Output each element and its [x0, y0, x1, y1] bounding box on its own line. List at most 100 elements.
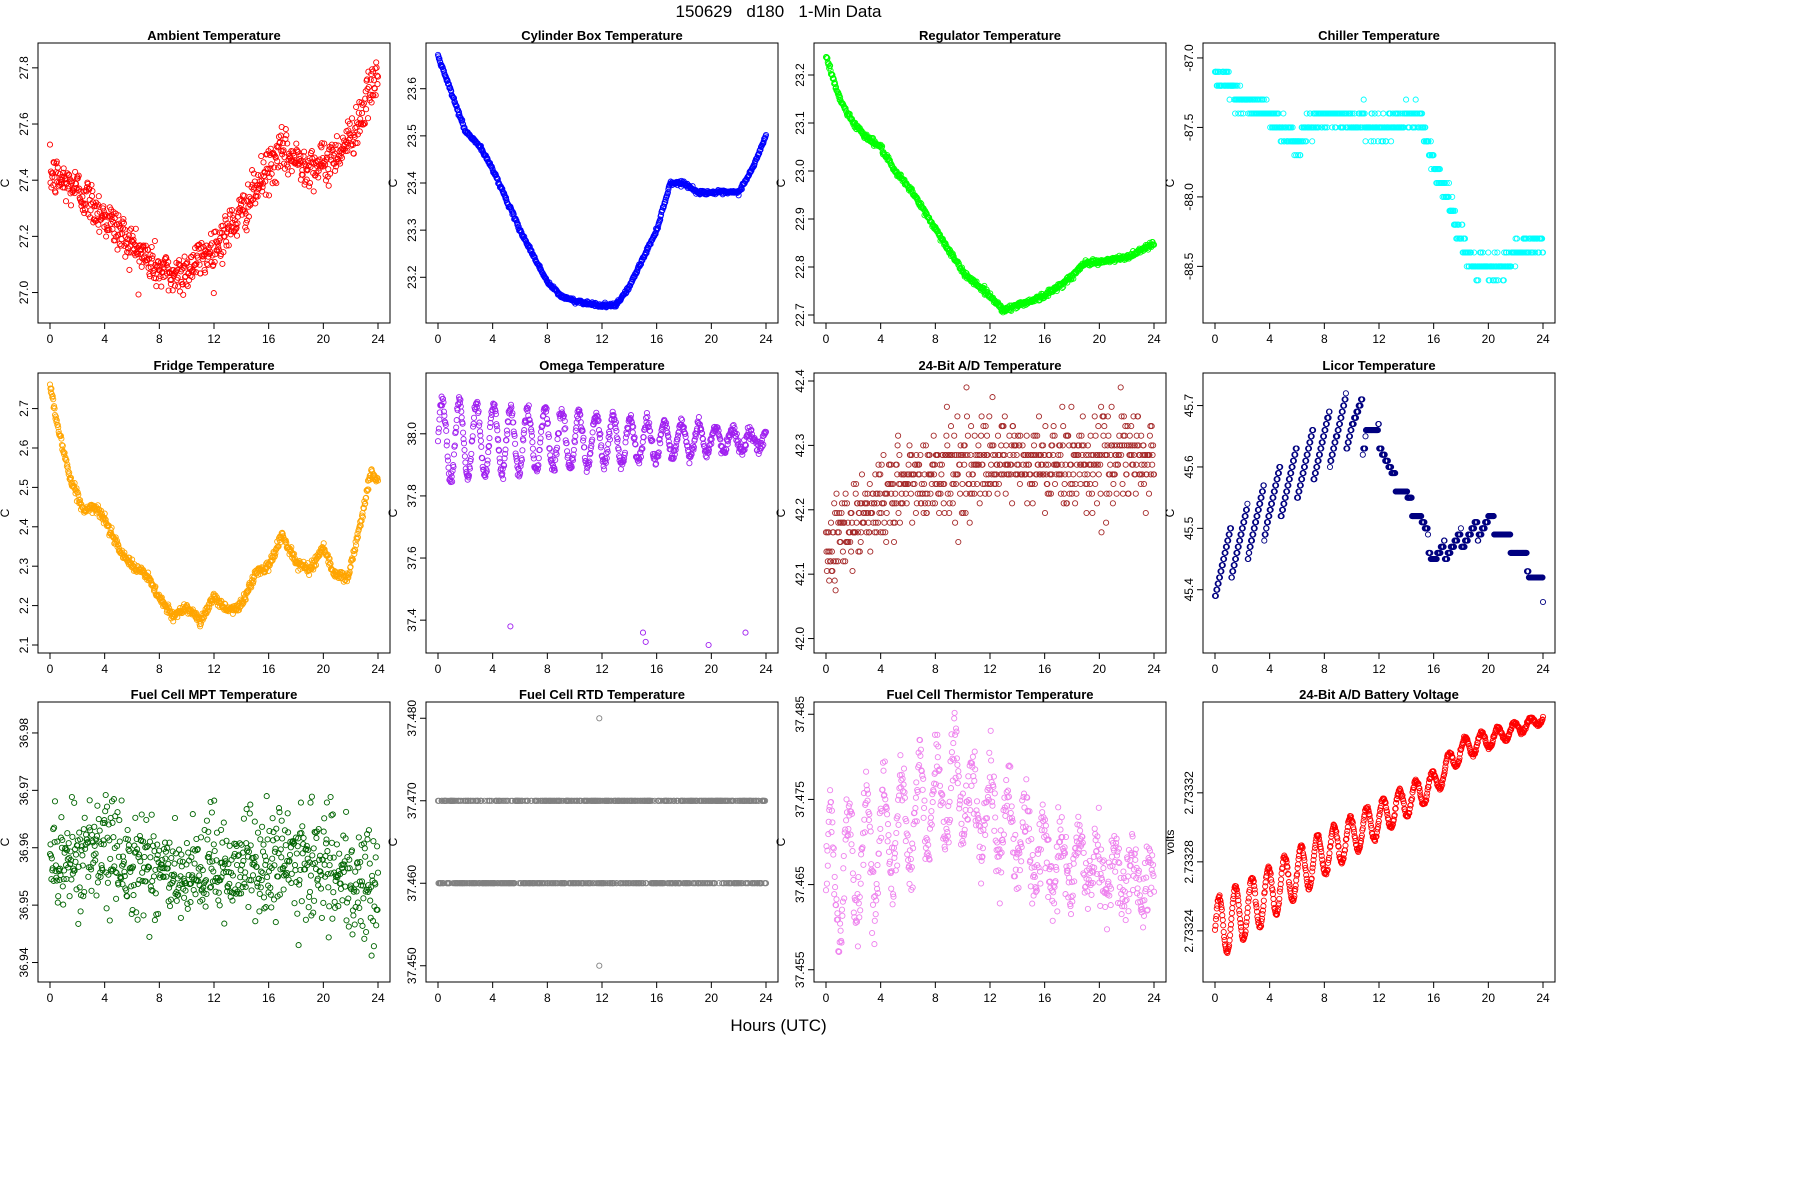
data-point [219, 260, 226, 267]
data-point [94, 201, 101, 208]
data-point [228, 227, 235, 235]
data-point [106, 226, 113, 234]
data-point [994, 490, 1001, 497]
data-point [300, 153, 307, 160]
data-point [601, 466, 608, 473]
data-point [259, 184, 266, 191]
data-point [462, 459, 469, 466]
data-point [994, 432, 1002, 439]
x-tick-label: 4 [489, 332, 496, 346]
data-point [274, 158, 281, 165]
data-point [521, 427, 528, 434]
data-point [436, 416, 443, 423]
data-point [1016, 480, 1023, 488]
data-point [977, 490, 984, 497]
data-point [530, 455, 537, 462]
data-point [242, 210, 249, 217]
data-point [181, 253, 188, 260]
data-point [1019, 442, 1026, 449]
data-point [1362, 138, 1369, 145]
data-point [460, 429, 467, 436]
x-tick-label: 24 [759, 662, 773, 676]
data-point [644, 413, 651, 420]
data-point [826, 577, 833, 584]
data-point [337, 160, 344, 167]
x-tick-label: 12 [207, 332, 221, 346]
data-point [74, 175, 81, 182]
x-tick-label: 8 [156, 332, 163, 346]
data-point [1375, 110, 1382, 117]
y-tick-label: 2.6 [17, 439, 31, 456]
y-tick-label: 22.9 [793, 207, 807, 231]
y-tick-label: 38.0 [405, 422, 419, 446]
data-point [222, 216, 229, 223]
data-point [114, 246, 121, 253]
x-tick-label: 24 [1536, 332, 1550, 346]
data-point [88, 181, 95, 188]
data-point [344, 147, 351, 154]
data-point [233, 232, 241, 239]
data-point [370, 92, 377, 99]
data-point [952, 519, 959, 526]
data-point [346, 120, 353, 127]
data-point [333, 133, 340, 140]
data-point [50, 396, 57, 403]
data-point [695, 414, 702, 421]
data-point [293, 140, 300, 147]
data-point [978, 413, 985, 420]
data-point [906, 442, 913, 449]
data-point [124, 235, 131, 243]
data-point [284, 140, 291, 147]
x-tick-label: 20 [1093, 332, 1107, 346]
data-point [639, 629, 647, 636]
data-point [905, 461, 912, 468]
data-point [261, 169, 268, 176]
x-tick-label: 20 [1482, 332, 1496, 346]
data-point [151, 237, 158, 245]
data-point [283, 132, 290, 139]
data-point [250, 170, 257, 177]
data-point [115, 212, 122, 219]
y-axis-label: C [0, 508, 12, 517]
data-points [822, 53, 1158, 316]
data-points [46, 59, 382, 298]
data-point [95, 193, 102, 200]
data-point [971, 432, 978, 439]
data-point [188, 253, 195, 260]
y-tick-label: 23.1 [793, 111, 807, 135]
data-point [364, 85, 371, 92]
data-point [339, 134, 346, 141]
data-point [64, 170, 71, 177]
x-tick-label: 16 [650, 662, 664, 676]
x-tick-label: 4 [489, 662, 496, 676]
data-point [444, 457, 452, 464]
data-point [225, 242, 232, 249]
data-point [622, 439, 629, 446]
data-point [149, 255, 156, 262]
data-point [216, 229, 223, 236]
data-point [270, 164, 278, 171]
data-point [234, 220, 241, 227]
data-point [354, 139, 361, 147]
data-point [75, 172, 82, 179]
data-point [485, 449, 492, 456]
data-point [1013, 451, 1020, 459]
chart-title: Regulator Temperature [919, 28, 1061, 43]
data-point [332, 141, 339, 148]
data-point [196, 261, 203, 268]
data-point [262, 178, 269, 185]
data-point [912, 509, 919, 517]
data-point [943, 403, 950, 410]
x-tick-label: 0 [823, 332, 830, 346]
data-point [315, 167, 322, 174]
data-point [1001, 413, 1008, 420]
data-point [291, 152, 298, 159]
data-point [1002, 490, 1009, 497]
data-point [883, 509, 890, 517]
data-point [275, 143, 282, 150]
data-point [959, 480, 966, 488]
